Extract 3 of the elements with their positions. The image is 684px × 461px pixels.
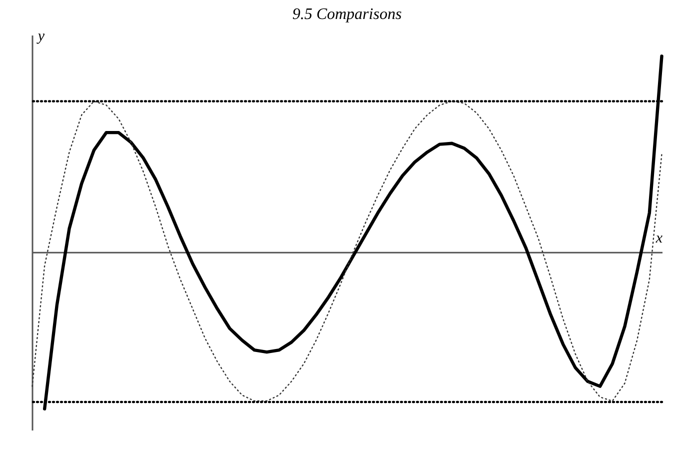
chart-title: 9.5 Comparisons (292, 6, 402, 23)
y-axis-title: y (36, 28, 45, 44)
x-axis-title: x (654, 230, 663, 247)
